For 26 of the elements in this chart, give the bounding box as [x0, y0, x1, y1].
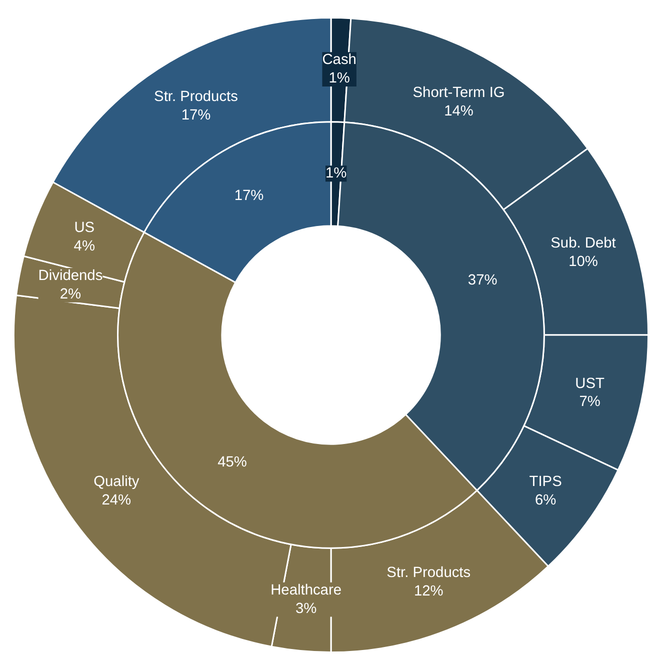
data-label: 10%: [568, 254, 598, 270]
slice-label: Str. Products: [154, 89, 238, 106]
data-label: 3%: [295, 600, 317, 617]
data-label: 1%: [328, 70, 350, 87]
data-label: 6%: [534, 492, 556, 508]
slice-label: Healthcare: [270, 582, 342, 598]
data-label: 2%: [60, 286, 82, 302]
slice-label: UST: [575, 376, 605, 392]
data-label: 17%: [181, 107, 211, 124]
data-label: 14%: [444, 103, 474, 120]
data-label: 12%: [414, 583, 444, 600]
data-label: 45%: [218, 454, 247, 471]
data-label: 7%: [579, 394, 600, 410]
slice-label: US: [74, 220, 95, 236]
slice-label: Str. Products: [386, 564, 471, 581]
data-label: 17%: [234, 188, 264, 204]
data-label: 1%: [325, 166, 347, 182]
slice-label: Cash: [322, 52, 356, 68]
slice-label: Sub. Debt: [550, 236, 616, 252]
data-label: 4%: [74, 238, 95, 254]
slice-label: Dividends: [38, 268, 103, 284]
slice-label: Short-Term IG: [412, 84, 505, 101]
data-label: 24%: [102, 492, 132, 508]
data-label: 37%: [468, 272, 498, 288]
slice-label: Quality: [94, 474, 140, 490]
slice-label: TIPS: [529, 474, 562, 490]
